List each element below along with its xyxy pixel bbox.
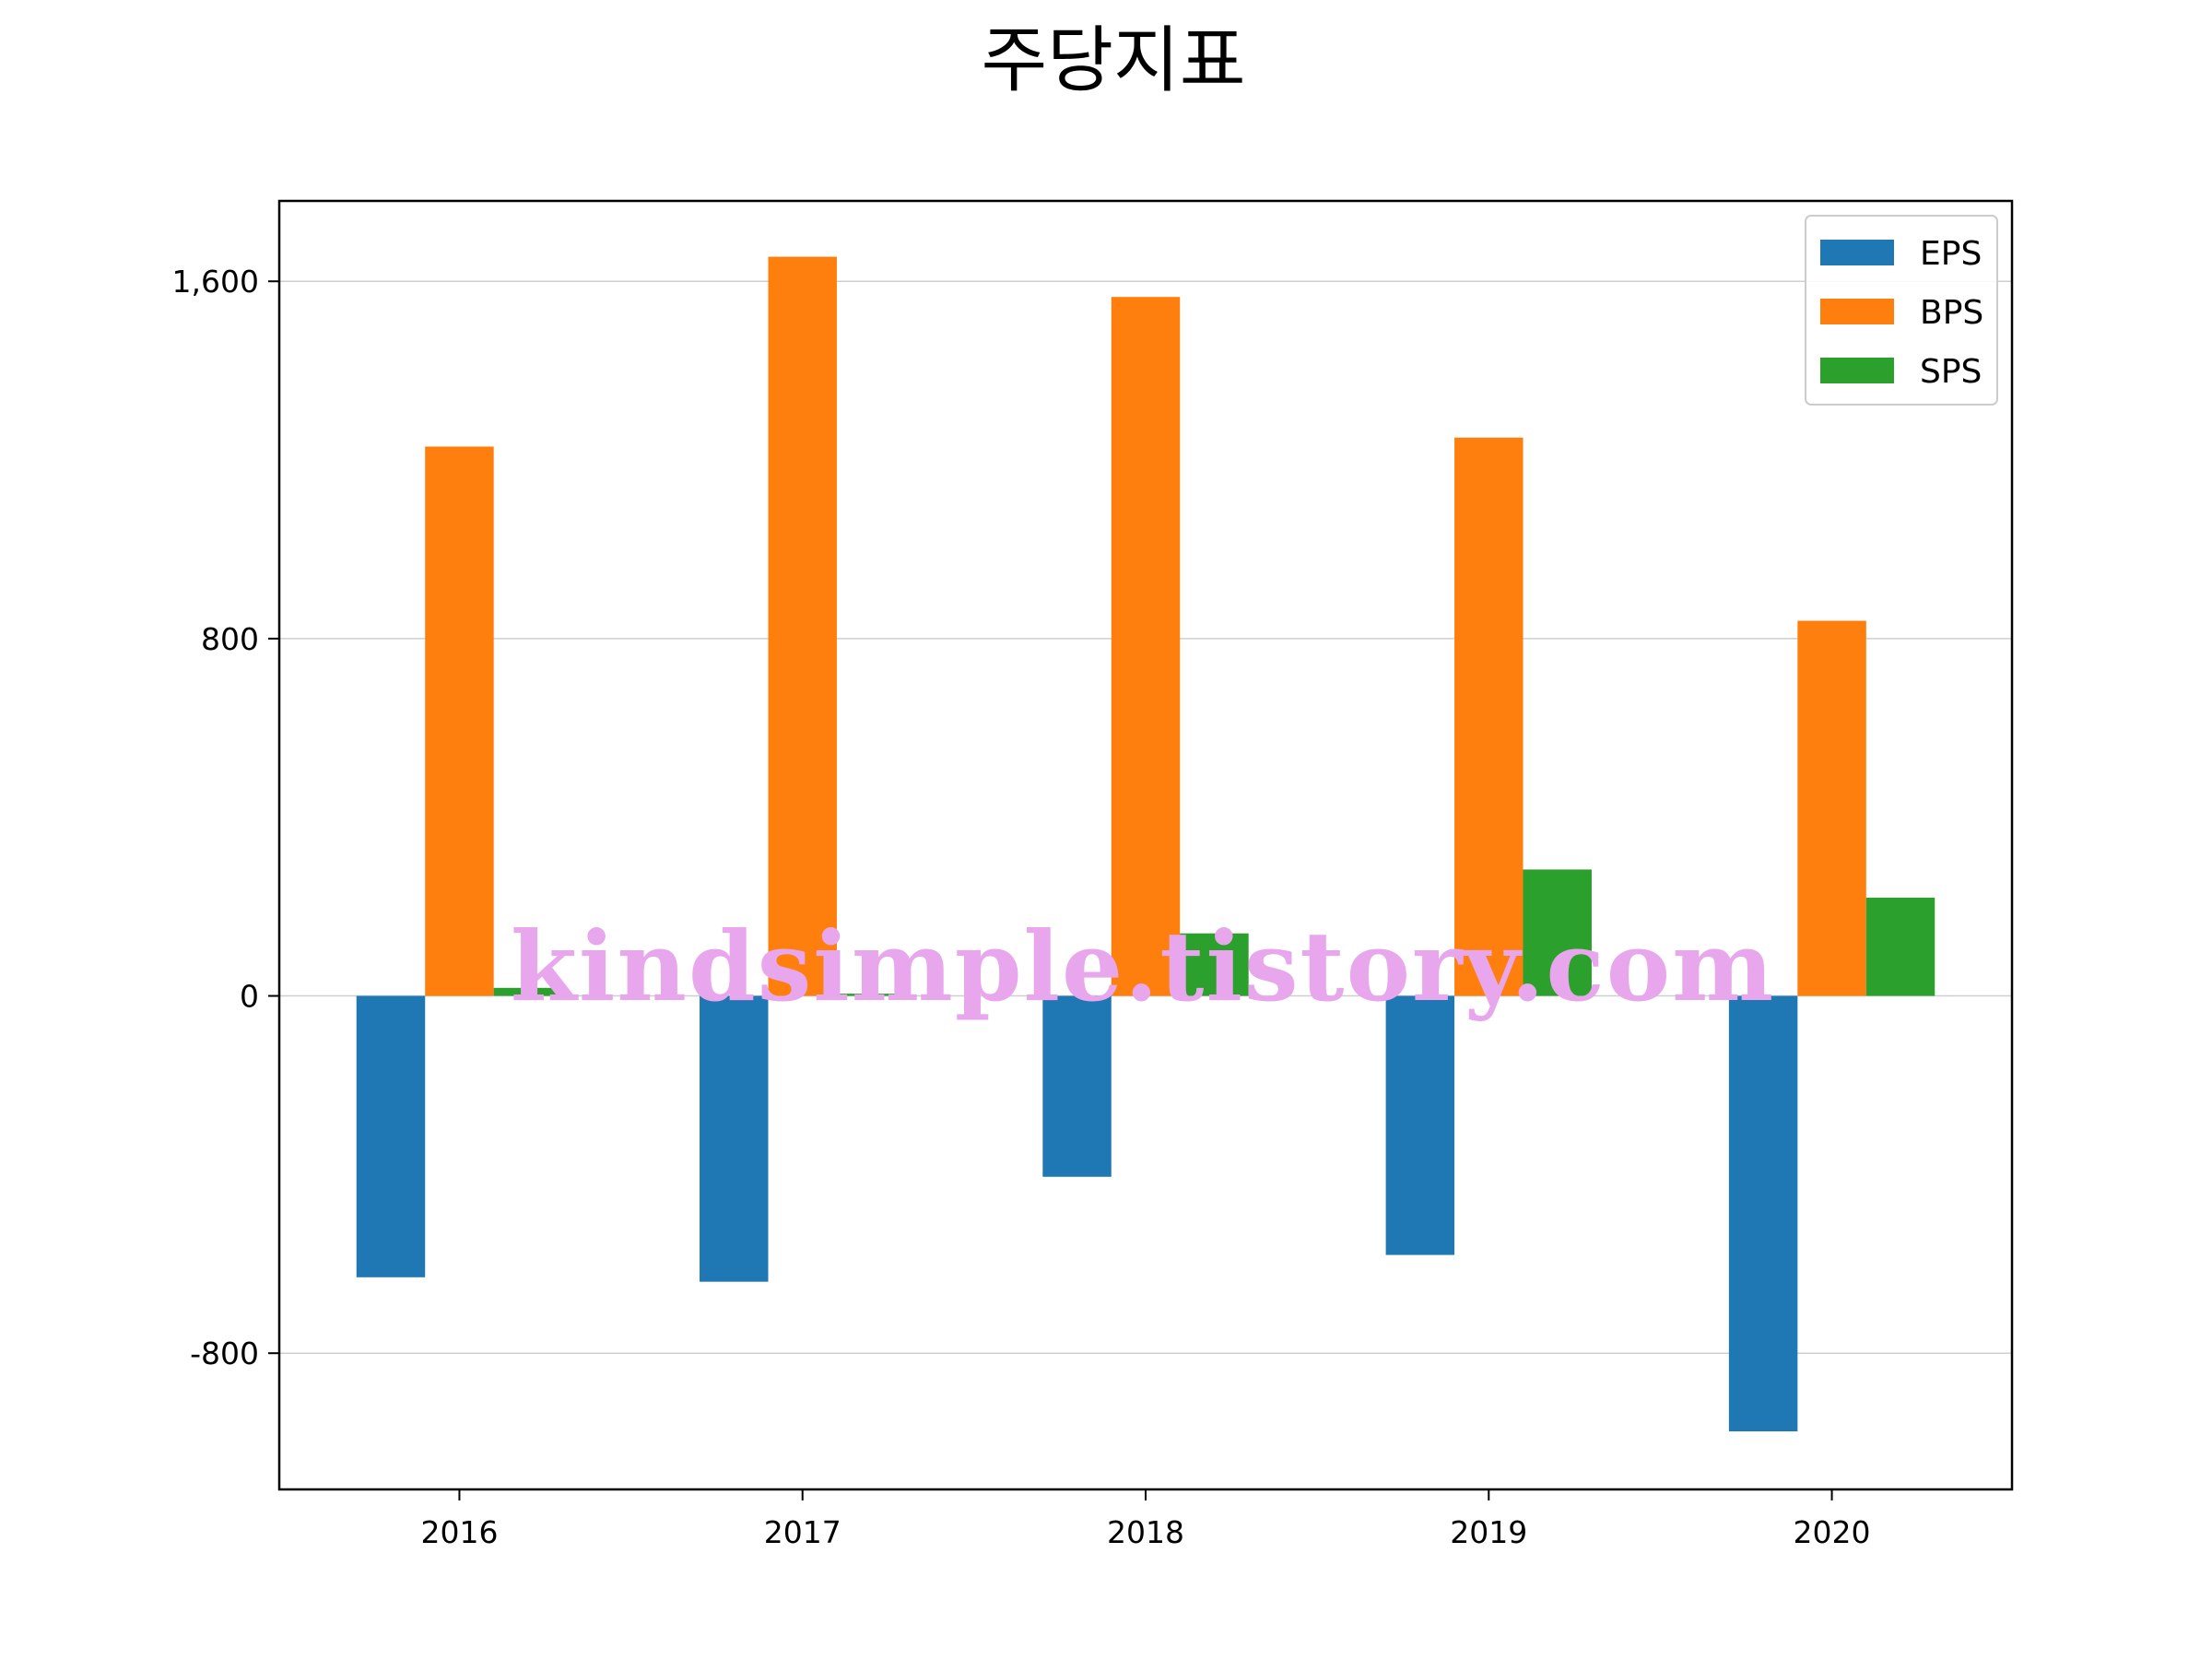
bar-eps-2019: [1385, 995, 1455, 1255]
chart-title: 주당지표: [981, 19, 1245, 102]
axes: -800 0 800 1,600 2016 2017 2018 2019 2020: [172, 199, 2014, 1550]
bar-eps-2016: [356, 995, 426, 1277]
y-tick-label: -800: [190, 1335, 259, 1371]
bar-bps-2017: [768, 256, 837, 996]
bar-eps-2018: [1042, 995, 1112, 1177]
bar-bps-2016: [425, 446, 494, 996]
watermark: kindsimple.tistory.com: [511, 910, 1775, 1023]
bar-bps-2020: [1797, 620, 1866, 996]
x-tick-label: 2019: [1450, 1514, 1527, 1550]
bar-sps-2016: [493, 987, 563, 996]
legend: EPS BPS SPS: [1805, 215, 1998, 406]
y-tick-label: 800: [201, 621, 259, 657]
legend-swatch-eps: [1820, 240, 1894, 265]
legend-swatch-sps: [1820, 358, 1894, 383]
bar-sps-2019: [1523, 869, 1592, 996]
x-tick-label: 2016: [420, 1514, 498, 1550]
bars: [356, 256, 1936, 1432]
bar-sps-2020: [1865, 897, 1936, 996]
bar-sps-2017: [836, 994, 906, 996]
x-tick-label: 2017: [764, 1514, 841, 1550]
bar-bps-2018: [1111, 297, 1181, 996]
legend-label-eps: EPS: [1920, 235, 1982, 273]
y-tick-label: 0: [240, 979, 259, 1015]
bar-eps-2017: [700, 995, 769, 1282]
bar-sps-2018: [1180, 933, 1249, 996]
bar-bps-2019: [1454, 437, 1524, 996]
y-tick-label: 1,600: [172, 264, 259, 300]
watermark-text: kindsimple.tistory.com: [511, 910, 1775, 1023]
legend-label-bps: BPS: [1920, 294, 1983, 332]
bar-eps-2020: [1728, 995, 1798, 1432]
x-tick-label: 2018: [1107, 1514, 1184, 1550]
x-tick-label: 2020: [1794, 1514, 1871, 1550]
legend-swatch-bps: [1820, 299, 1894, 324]
legend-label-sps: SPS: [1920, 353, 1982, 391]
